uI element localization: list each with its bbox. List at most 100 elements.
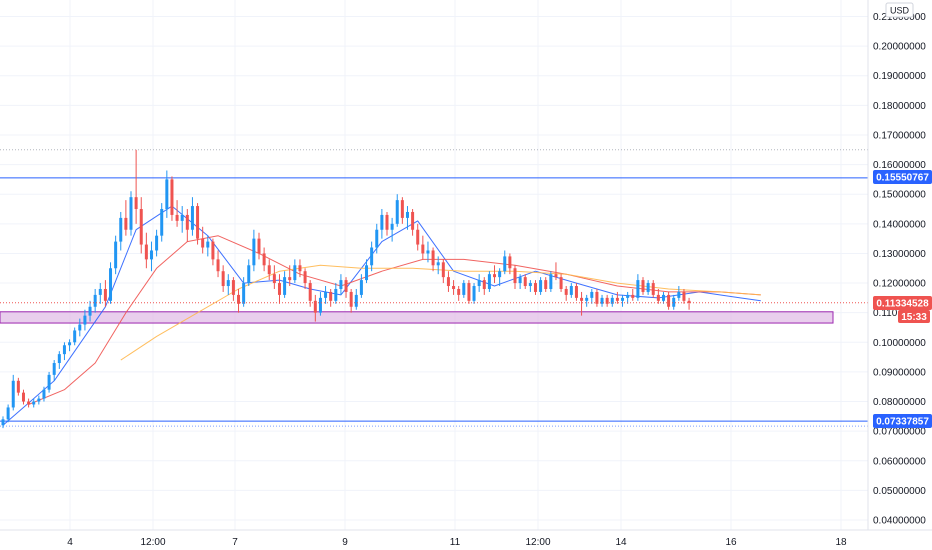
candle-up [6,404,10,423]
candle-body [83,315,87,325]
support-zone-rectangle[interactable] [0,311,834,324]
candle-body [237,294,241,304]
candle-body [395,200,399,224]
candle-body [400,200,404,218]
candle-down [452,280,456,295]
support-badge-bg [873,414,932,428]
candle-body [68,342,72,346]
price-tick-label: 0.19000000 [873,71,926,82]
currency-label-box[interactable] [885,2,914,18]
candle-body [646,283,650,292]
candle-down [221,265,225,292]
candle-body [344,280,348,292]
price-tick-label: 0.15000000 [873,190,926,201]
candle-body [621,297,625,301]
candle-body [124,217,128,230]
candle-down [216,250,220,278]
candle-body [426,250,430,254]
time-tick-label: 9 [342,537,348,548]
candle-body [196,206,200,239]
candle-body [518,277,522,284]
candle-up [83,309,87,331]
candle-body [431,250,435,266]
candle-down [595,288,599,307]
candle-body [16,380,20,393]
candle-up [114,235,118,275]
candle-body [365,265,369,281]
candle-up [498,268,502,287]
candle-up [528,280,532,292]
candle-up [37,395,41,405]
candle-up [129,191,133,236]
price-tick-label: 0.20000000 [873,42,926,53]
candle-down [308,280,312,307]
price-tick-label: 0.10000000 [873,338,926,349]
time-tick-label: 4 [67,537,73,548]
candle-body [149,250,153,260]
candle-body [615,297,619,301]
countdown-badge-bg [898,310,930,323]
candle-down [605,294,609,307]
candle-down [27,398,31,408]
candle-up [98,283,102,304]
candle-body [139,209,143,245]
candle-down [544,277,548,292]
candle-body [482,280,486,289]
candle-up [206,235,210,257]
ma-fast-line [2,205,761,426]
candle-down [277,274,281,304]
price-tick-label: 0.09000000 [873,367,926,378]
candle-body [467,283,471,301]
candle-body [6,407,10,420]
candle-down [237,288,241,313]
candle-up [68,339,72,352]
candle-body [185,214,189,230]
candle-up [359,274,363,298]
candle-down [411,209,415,236]
candle-down [533,280,537,295]
candle-down [667,291,671,310]
price-tick-label: 0.16000000 [873,160,926,171]
candle-up [395,194,399,227]
time-tick-label: 7 [232,537,238,548]
price-axis-background[interactable] [868,0,932,530]
candle-body [667,294,671,307]
candle-body [544,280,548,289]
candle-body [626,294,630,298]
candle-body [349,291,353,307]
time-axis-labels: 4 12:00 7 9 11 12:00 14 16 18 [67,537,847,548]
candle-down [641,277,645,295]
candle-body [641,280,645,292]
candle-body [144,244,148,260]
candle-body [231,280,235,295]
candle-body [42,389,46,399]
candle-down [682,288,686,304]
candle-body [211,241,215,260]
candle-body [487,274,491,289]
candle-body [247,265,251,284]
candle-up [354,288,358,310]
time-tick-label: 14 [615,537,627,548]
candle-down [16,377,20,396]
candle-up [57,351,61,369]
candle-body [175,214,179,221]
candle-up [293,259,297,284]
candle-body [221,271,225,287]
candle-body [631,294,635,298]
candle-down [175,200,179,227]
time-tick-label: 16 [725,537,737,548]
candle-body [436,262,440,266]
price-tick-label: 0.13000000 [873,249,926,260]
candle-down [262,247,266,272]
candle-up [436,256,440,275]
candle-body [677,291,681,298]
candle-body [21,392,25,402]
candle-body [513,268,517,284]
price-tick-label: 0.17000000 [873,130,926,141]
candle-body [359,280,363,295]
candle-up [160,203,164,242]
candle-body [27,401,31,405]
candle-down [21,389,25,405]
candle-body [73,330,77,343]
